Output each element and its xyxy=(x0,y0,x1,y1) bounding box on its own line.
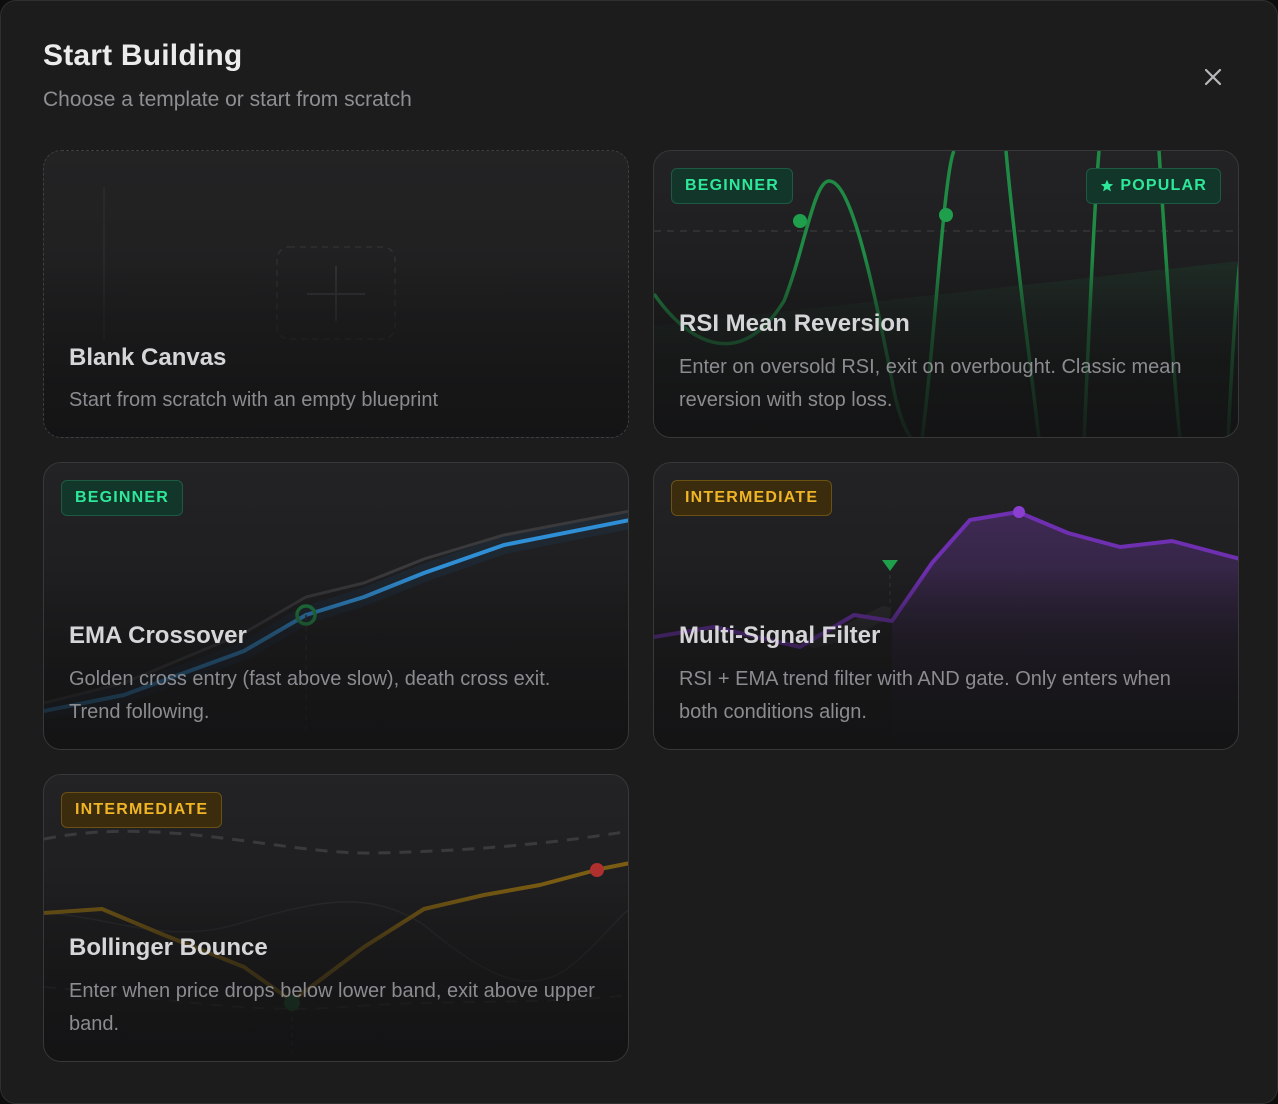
difficulty-badge: BEGINNER xyxy=(61,480,184,516)
card-shade xyxy=(654,257,1238,437)
dialog-title: Start Building xyxy=(43,39,243,72)
card-description: Enter when price drops below lower band,… xyxy=(69,980,595,1035)
dialog-subtitle: Choose a template or start from scratch xyxy=(43,88,412,111)
difficulty-badge: INTERMEDIATE xyxy=(671,480,833,516)
card-shade xyxy=(654,569,1238,749)
card-title: EMA Crossover xyxy=(69,622,247,649)
template-card-blank-canvas[interactable]: Blank Canvas Start from scratch with an … xyxy=(43,150,629,438)
popular-badge: POPULAR xyxy=(1086,168,1221,204)
difficulty-badge: INTERMEDIATE xyxy=(61,792,223,828)
card-shade xyxy=(44,569,628,749)
card-description: RSI + EMA trend filter with AND gate. On… xyxy=(679,668,1171,723)
star-icon xyxy=(1101,179,1114,192)
card-title: Blank Canvas xyxy=(69,344,227,371)
template-card-rsi-mean-reversion[interactable]: BEGINNER POPULAR RSI Mean Reversion Ente… xyxy=(653,150,1239,438)
template-card-multi-signal-filter[interactable]: INTERMEDIATE Multi-Signal Filter RSI + E… xyxy=(653,462,1239,750)
badge-label: BEGINNER xyxy=(75,489,170,506)
template-card-ema-crossover[interactable]: BEGINNER EMA Crossover Golden cross entr… xyxy=(43,462,629,750)
card-shade xyxy=(44,257,628,437)
badge-label: POPULAR xyxy=(1120,177,1207,194)
badge-label: INTERMEDIATE xyxy=(685,489,819,506)
card-description: Enter on oversold RSI, exit on overbough… xyxy=(679,356,1182,411)
card-shade xyxy=(44,881,628,1061)
card-description: Start from scratch with an empty bluepri… xyxy=(69,389,439,411)
close-button[interactable] xyxy=(1195,59,1231,95)
card-description: Golden cross entry (fast above slow), de… xyxy=(69,668,551,723)
badge-label: BEGINNER xyxy=(685,177,780,194)
difficulty-badge: BEGINNER xyxy=(671,168,794,204)
card-title: RSI Mean Reversion xyxy=(679,310,910,337)
card-title: Bollinger Bounce xyxy=(69,934,268,961)
card-title: Multi-Signal Filter xyxy=(679,622,881,649)
badge-label: INTERMEDIATE xyxy=(75,801,209,818)
template-card-bollinger-bounce[interactable]: INTERMEDIATE Bollinger Bounce Enter when… xyxy=(43,774,629,1062)
close-icon xyxy=(1204,68,1222,86)
